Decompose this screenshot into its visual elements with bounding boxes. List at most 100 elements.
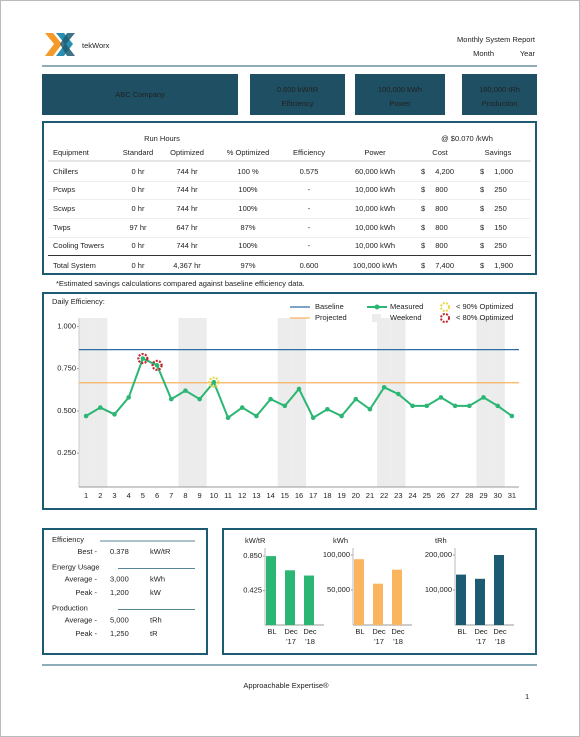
x-tick-label: 14 [266, 491, 274, 500]
column-header: Power [364, 148, 386, 157]
table-cell: Pcwps [53, 185, 75, 194]
table-cell: 744 hr [176, 167, 198, 176]
legend-label: Measured [390, 302, 423, 311]
tile-label: Production [482, 99, 518, 108]
x-tick-label: '18 [495, 637, 505, 646]
bar [373, 583, 383, 625]
stats-unit: kW/tR [150, 547, 171, 556]
x-tick-label: 15 [281, 491, 289, 500]
page-number: 1 [525, 692, 529, 701]
data-point [310, 415, 316, 421]
table-cell: $ 4,200 [421, 167, 454, 176]
data-point [168, 396, 174, 402]
bar [266, 556, 276, 625]
group-header: Run Hours [144, 134, 180, 143]
table-cell: 0 hr [132, 167, 145, 176]
x-tick-label: 5 [141, 491, 145, 500]
table-cell: Chillers [53, 167, 78, 176]
x-tick-label: Dec [284, 627, 298, 636]
x-tick-label: '17 [374, 637, 384, 646]
stats-group-title: Production [52, 603, 88, 612]
table-cell: - [308, 204, 311, 213]
chart-title: Daily Efficiency: [52, 297, 105, 306]
bar-chart-title: kW/tR [245, 536, 266, 545]
weekend-band [192, 318, 207, 487]
stats-value: 1,250 [110, 629, 129, 638]
x-tick-label: 19 [337, 491, 345, 500]
table-cell: 10,000 kWh [355, 241, 395, 250]
data-point [339, 413, 344, 419]
company-banner [42, 74, 238, 115]
table-cell: 744 hr [176, 185, 198, 194]
stats-label: Peak - [75, 629, 97, 638]
data-point [268, 396, 273, 402]
x-tick-label: 12 [238, 491, 246, 500]
tile-label: Power [389, 99, 411, 108]
bar-chart-title: tRh [435, 536, 447, 545]
table-cell: $ 250 [480, 241, 507, 250]
total-cell: 0 hr [132, 261, 145, 270]
x-tick-label: 9 [198, 491, 202, 500]
table-box [42, 121, 537, 275]
x-tick-label: '17 [476, 637, 486, 646]
y-tick-label: 100,000 [425, 585, 452, 594]
total-cell: 100,000 kWh [353, 261, 397, 270]
stats-label: Best - [77, 547, 97, 556]
table-cell: $ 150 [480, 223, 507, 232]
table-cell: $ 800 [421, 204, 448, 213]
x-tick-label: BL [355, 627, 364, 636]
y-tick-label: 0.500 [57, 406, 76, 415]
x-tick-label: 24 [408, 491, 416, 500]
weekend-band [178, 318, 193, 487]
weekend-band [79, 318, 94, 487]
data-point [97, 405, 103, 410]
table-cell: 100 % [237, 167, 259, 176]
data-point [467, 403, 472, 409]
data-point [396, 391, 401, 397]
table-cell: $ 250 [480, 185, 507, 194]
legend-label: Weekend [390, 313, 422, 322]
data-point [197, 396, 202, 402]
flag-marker [208, 376, 220, 388]
table-cell: 10,000 kWh [355, 223, 395, 232]
stats-unit: tRh [150, 615, 162, 624]
table-cell: $ 800 [421, 185, 448, 194]
group-header: @ $0.070 /kWh [441, 134, 493, 143]
data-point [410, 403, 415, 409]
data-point [325, 406, 330, 412]
table-cell: 100% [238, 241, 258, 250]
y-tick-label: 0.425 [243, 586, 262, 595]
y-tick-label: 50,000 [327, 585, 350, 594]
x-tick-label: 2 [98, 491, 102, 500]
tagline: Approachable Expertise® [243, 681, 329, 690]
x-tick-label: 25 [423, 491, 431, 500]
x-tick-label: 10 [210, 491, 218, 500]
legend-swatch [440, 302, 450, 312]
data-point [481, 395, 486, 400]
tile-value: 100,000 kWh [378, 85, 422, 94]
legend-swatch [374, 304, 380, 310]
data-point [239, 405, 245, 410]
stats-value: 3,000 [110, 574, 129, 583]
data-point [254, 413, 259, 419]
table-cell: - [308, 223, 311, 232]
table-cell: - [308, 241, 311, 250]
x-tick-label: 18 [323, 491, 331, 500]
total-cell: Total System [53, 261, 96, 270]
data-point [112, 412, 117, 417]
table-cell: 87% [240, 223, 255, 232]
footnote: *Estimated savings calculations compared… [56, 279, 305, 288]
legend-label: < 90% Optimized [456, 302, 513, 311]
x-tick-label: 20 [352, 491, 360, 500]
bar [475, 578, 485, 625]
data-point [183, 388, 188, 393]
weekend-band [490, 318, 505, 487]
data-point [367, 406, 373, 412]
x-tick-label: 27 [451, 491, 459, 500]
weekend-band [476, 318, 491, 487]
table-cell: 100% [238, 185, 258, 194]
flag-marker [151, 359, 163, 371]
chart-box [42, 292, 537, 510]
